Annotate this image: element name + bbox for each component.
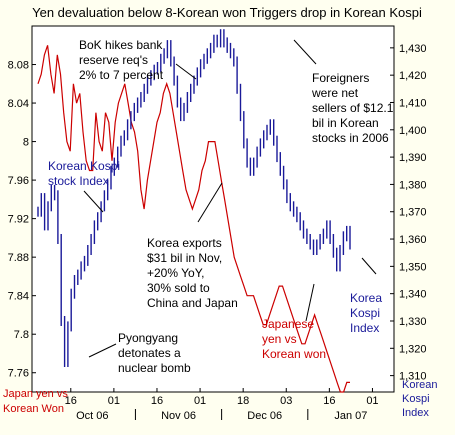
annotation-bok-line2: reserve req's <box>79 53 148 67</box>
left-tick-label: 7.8 <box>14 329 29 341</box>
x-month-label: Jan 07 <box>334 410 367 422</box>
annotation-pyongyang-line1: Pyongyang <box>118 331 178 345</box>
x-month-label: Oct 06 <box>76 410 108 422</box>
annotation-pyongyang-line3: nuclear bomb <box>118 361 191 375</box>
annotation-foreigners-line1: Foreigners <box>312 71 369 85</box>
annotation-kospi-label-line1: Korean Kospi <box>48 159 120 173</box>
annotation-yen-pointer <box>305 283 315 322</box>
right-tick-label: 1,400 <box>399 125 427 137</box>
x-month-label: Dec 06 <box>247 410 282 422</box>
annotation-yen-label-line3: Korean won <box>262 347 326 361</box>
annotation-pyongyang-pointer <box>88 343 117 358</box>
right-axis-label-line1: Korean <box>402 379 437 391</box>
annotation-exports-line4: 30% sold to <box>147 281 210 295</box>
left-tick-label: 7.76 <box>8 368 29 380</box>
annotation-kospi-right-pointer <box>361 257 377 275</box>
left-axis-label-line1: Japan yen vs <box>3 388 68 400</box>
left-tick-label: 8.04 <box>8 98 29 110</box>
annotation-yen-label-line2: yen vs <box>262 332 297 346</box>
x-day-tick-label: 01 <box>108 395 120 407</box>
x-day-tick-label: 01 <box>194 395 206 407</box>
annotation-kospi-pointer <box>83 190 104 213</box>
annotation-foreigners-line4: bil in Korean <box>312 116 379 130</box>
annotation-exports-pointer <box>197 182 223 223</box>
plot-area <box>31 25 395 393</box>
yen-won-line <box>37 45 350 393</box>
right-tick-label: 1,380 <box>399 179 427 191</box>
x-day-tick-label: 18 <box>237 395 249 407</box>
x-day-tick-label: 01 <box>366 395 378 407</box>
annotation-bok-pointer <box>175 63 197 80</box>
right-axis-label-line3: Index <box>402 407 429 419</box>
right-tick-label: 1,390 <box>399 152 427 164</box>
x-day-tick-label: 03 <box>280 395 292 407</box>
annotation-foreigners-pointer <box>293 39 317 65</box>
x-day-tick-label: 16 <box>65 395 77 407</box>
right-axis: 1,310 1,320 1,330 1,340 1,350 1,360 1,370 1,380… <box>390 43 427 383</box>
annotation-foreigners-line3: sellers of $12.1 <box>312 101 394 115</box>
left-tick-label: 7.84 <box>8 291 29 303</box>
right-tick-label: 1,430 <box>399 43 427 55</box>
annotation-foreigners-line2: were net <box>311 86 359 100</box>
right-tick-label: 1,420 <box>399 70 427 82</box>
left-tick-label: 7.96 <box>8 175 29 187</box>
annotation-exports-line3: +20% YoY, <box>147 266 205 280</box>
annotation-exports-line1: Korea exports <box>147 236 222 250</box>
right-tick-label: 1,320 <box>399 343 427 355</box>
annotation-foreigners-line5: stocks in 2006 <box>312 131 389 145</box>
annotation-kospi-right-line3: Index <box>350 321 379 335</box>
left-tick-label: 8 <box>23 137 29 149</box>
x-month-label: Nov 06 <box>161 410 196 422</box>
left-tick-label: 7.88 <box>8 252 29 264</box>
left-axis: 7.76 7.8 7.84 7.88 7.92 7.96 8 8.04 8.08 <box>8 60 36 380</box>
annotation-exports-line2: $31 bil in Nov, <box>147 251 222 265</box>
right-tick-label: 1,310 <box>399 371 427 383</box>
right-tick-label: 1,360 <box>399 234 427 246</box>
annotation-exports-line5: China and Japan <box>147 296 238 310</box>
annotation-kospi-right-line1: Korea <box>350 291 382 305</box>
right-tick-label: 1,370 <box>399 207 427 219</box>
left-tick-label: 7.92 <box>8 214 29 226</box>
annotation-kospi-right-line2: Kospi <box>350 306 380 320</box>
annotation-pyongyang-line2: detonates a <box>118 346 181 360</box>
annotation-bok-line1: BoK hikes bank <box>79 38 163 52</box>
left-tick-label: 8.08 <box>8 60 29 72</box>
series-layer <box>37 29 351 393</box>
left-axis-label-line2: Korean Won <box>3 403 64 415</box>
annotation-yen-label-line1: Japanese <box>262 317 314 331</box>
annotation-bok-line3: 2% to 7 percent <box>79 68 164 82</box>
x-day-tick-label: 16 <box>151 395 163 407</box>
right-tick-label: 1,350 <box>399 261 427 273</box>
x-day-tick-label: 16 <box>323 395 335 407</box>
right-axis-label-line2: Kospi <box>402 393 430 405</box>
right-tick-label: 1,330 <box>399 316 427 328</box>
annotation-kospi-label-line2: stock Index <box>48 174 109 188</box>
right-tick-label: 1,410 <box>399 97 427 109</box>
right-tick-label: 1,340 <box>399 289 427 301</box>
chart-title: Yen devaluation below 8-Korean won Trigg… <box>32 5 422 20</box>
